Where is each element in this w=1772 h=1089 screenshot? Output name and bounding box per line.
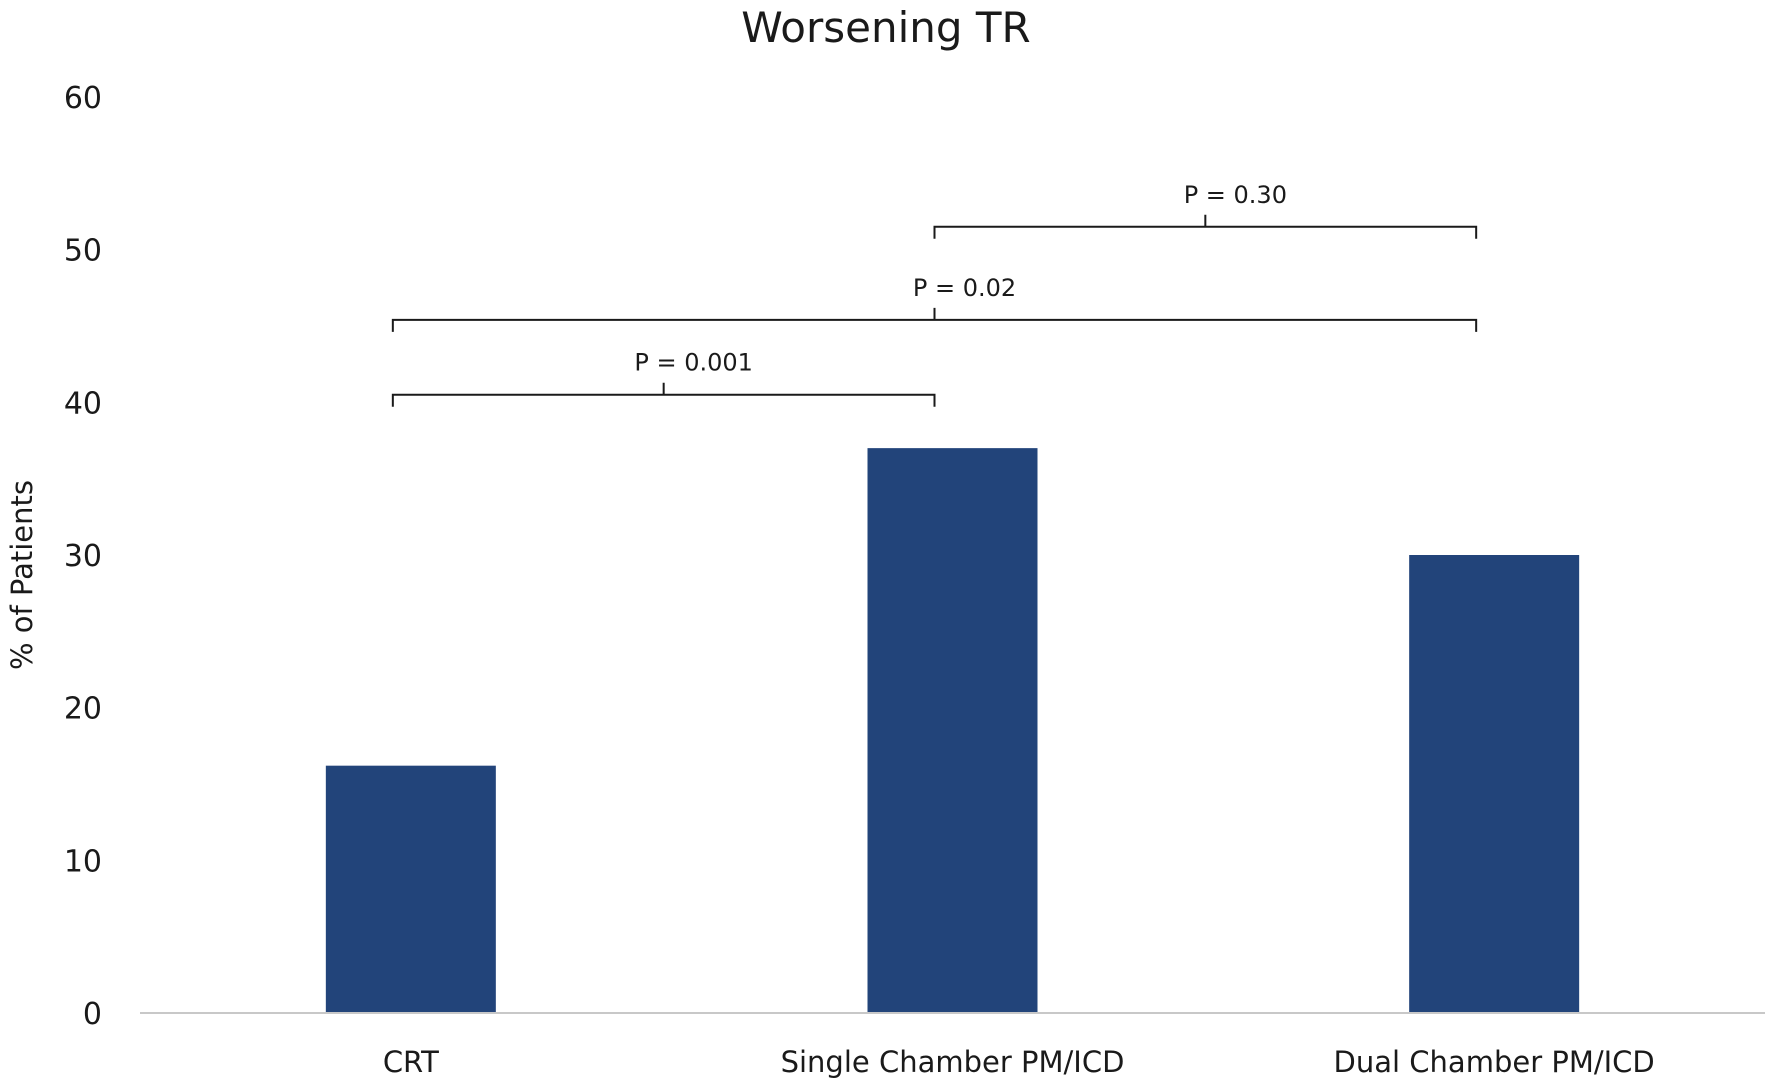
bar bbox=[867, 448, 1038, 1014]
y-tick-label: 30 bbox=[64, 539, 102, 574]
p-value-label: P = 0.30 bbox=[1184, 181, 1287, 209]
significance-bracket bbox=[933, 214, 1478, 239]
y-tick-label: 50 bbox=[64, 234, 102, 269]
y-axis-ticks: 0 10 20 30 40 50 60 bbox=[64, 81, 102, 1032]
bar bbox=[325, 765, 496, 1013]
y-tick-label: 20 bbox=[64, 692, 102, 727]
y-tick-label: 10 bbox=[64, 844, 102, 879]
significance-bracket bbox=[391, 307, 1478, 332]
x-category-label: Dual Chamber PM/ICD bbox=[1334, 1045, 1655, 1079]
y-tick-label: 40 bbox=[64, 386, 102, 421]
p-value-label: P = 0.02 bbox=[913, 274, 1016, 302]
chart-title: Worsening TR bbox=[741, 3, 1031, 52]
bar bbox=[1409, 555, 1580, 1013]
p-value-label: P = 0.001 bbox=[634, 349, 753, 377]
y-axis-label: % of Patients bbox=[5, 480, 39, 670]
y-tick-label: 0 bbox=[83, 997, 102, 1032]
significance-brackets: P = 0.001 P = 0.02 P = 0.30 bbox=[391, 181, 1478, 407]
x-category-label: Single Chamber PM/ICD bbox=[781, 1045, 1125, 1079]
significance-bracket bbox=[391, 382, 936, 407]
x-axis-categories: CRT Single Chamber PM/ICD Dual Chamber PM/… bbox=[383, 1045, 1655, 1079]
x-category-label: CRT bbox=[383, 1045, 439, 1079]
bars-group bbox=[325, 448, 1580, 1014]
y-tick-label: 60 bbox=[64, 81, 102, 116]
